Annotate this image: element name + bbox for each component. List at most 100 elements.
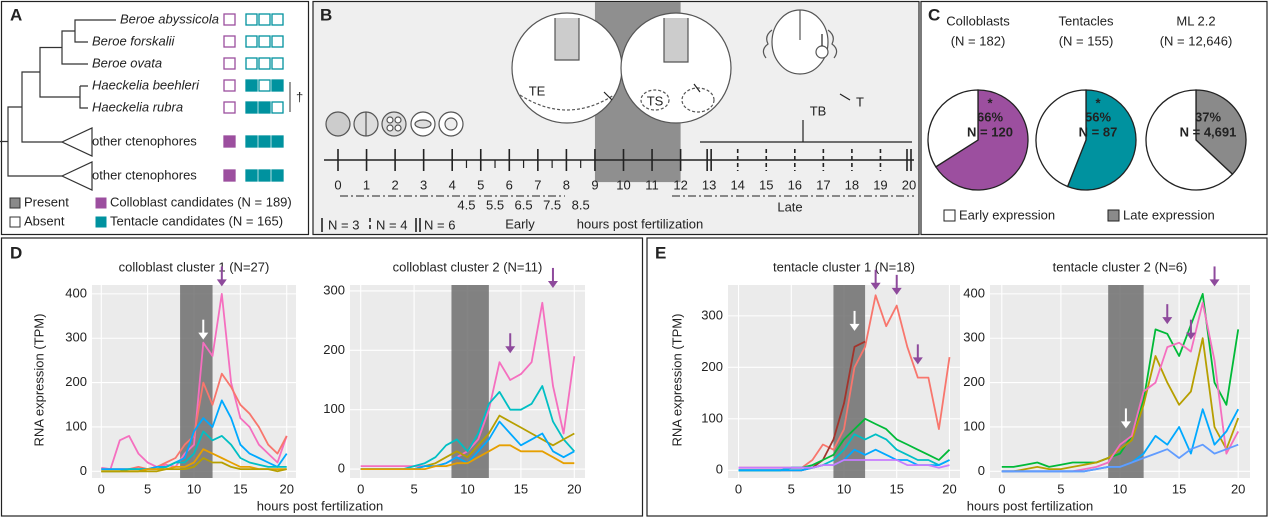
pie-subtitle: (N = 12,646) [1160, 33, 1233, 48]
y-tick-label: 100 [65, 418, 87, 433]
collapsed-clade [60, 127, 93, 157]
tentacle-box [271, 169, 284, 182]
taxon-name: other ctenophores [92, 167, 197, 182]
pie-subtitle: (N = 155) [1059, 33, 1114, 48]
x-tick-label: 5 [788, 481, 795, 496]
y-tick-label: 200 [323, 342, 345, 357]
axis-label: hours post fertilization [577, 216, 703, 231]
y-tick-label: 0 [716, 462, 723, 477]
taxon-name: Beroe ovata [92, 55, 162, 70]
half-tick-label: 7.5 [543, 197, 561, 212]
tick-label: 0 [334, 177, 341, 192]
tentacle-box [271, 57, 284, 70]
arrow [1209, 266, 1220, 287]
tentacle-box [271, 135, 284, 148]
count-label: N = 87 [1079, 124, 1118, 139]
x-tick-label: 10 [837, 481, 851, 496]
x-tick-label: 10 [1113, 481, 1127, 496]
y-tick-label: 300 [65, 330, 87, 345]
y-tick-label: 200 [65, 374, 87, 389]
legend-swatch [95, 216, 107, 228]
legend-swatch [9, 197, 21, 209]
y-tick-label: 300 [963, 330, 985, 345]
tick-label: 6 [506, 177, 513, 192]
legend-label: Late expression [1123, 207, 1215, 222]
tick-label: 15 [759, 177, 773, 192]
chart-title: colloblast cluster 1 (N=27) [119, 259, 270, 274]
panel-label: A [10, 5, 22, 24]
legend-label: Present [24, 194, 69, 209]
tick-label: 1 [363, 177, 370, 192]
arrow-head [198, 332, 209, 340]
significance-marker: * [987, 95, 993, 110]
arrow-head [505, 346, 516, 354]
arrow [870, 269, 881, 290]
chart-title: tentacle cluster 2 (N=6) [1053, 259, 1188, 274]
legend-swatch [1107, 209, 1120, 222]
x-tick-label: 0 [998, 481, 1005, 496]
x-tick-label: 5 [1057, 481, 1064, 496]
series-line [101, 293, 288, 470]
tentacle-box [245, 13, 258, 26]
y-tick-label: 400 [963, 285, 985, 300]
legend-label: N = 6 [424, 217, 455, 232]
arrow [216, 266, 227, 287]
taxon-name: Haeckelia rubra [92, 99, 183, 114]
taxon-name: Haeckelia beehleri [92, 77, 200, 92]
y-tick-label: 300 [701, 307, 723, 322]
tick-label: 11 [645, 177, 659, 192]
arrow-head [547, 280, 558, 288]
value-label: 66% [977, 109, 1003, 124]
tentacle-box [258, 79, 271, 92]
pie-slice [1035, 89, 1087, 188]
tick-label: 16 [788, 177, 802, 192]
shade [1108, 285, 1144, 478]
count-label: N = 120 [967, 124, 1013, 139]
tick-mark [415, 218, 421, 232]
tick-label: 12 [673, 177, 687, 192]
collapsed-clade [60, 161, 93, 191]
arrow [198, 319, 209, 340]
arrow-head [870, 282, 881, 290]
arrow [1185, 319, 1196, 340]
colloblast-box [223, 169, 236, 182]
x-tick-label: 20 [279, 481, 293, 496]
tick-label: 5 [477, 177, 484, 192]
embryo-drawings [325, 9, 912, 143]
tentacle-box [245, 101, 258, 114]
x-tick-label: 15 [233, 481, 247, 496]
x-tick-label: 20 [567, 481, 581, 496]
legend-label: N = 3 [328, 217, 359, 232]
series-line [1001, 293, 1240, 468]
legend-label: Tentacle candidates (N = 165) [110, 213, 283, 228]
legend-label: N = 4 [376, 217, 407, 232]
tick-label: 20 [902, 177, 916, 192]
y-tick-label: 0 [338, 461, 345, 476]
embryo-label: TE [529, 83, 546, 98]
y-tick-label: 100 [701, 410, 723, 425]
colloblast-box [223, 13, 236, 26]
taxon-name: other ctenophores [92, 133, 197, 148]
y-axis-label: RNA expression (TPM) [669, 314, 684, 447]
tentacle-box [245, 135, 258, 148]
significance-marker: * [1095, 95, 1101, 110]
legend-swatch [95, 197, 107, 209]
pie-slice [927, 89, 979, 168]
phase-label: Late [777, 199, 802, 214]
tick-label: 9 [591, 177, 598, 192]
legend-swatch [9, 216, 21, 228]
colloblast-box [223, 135, 236, 148]
chart-title: tentacle cluster 1 (N=18) [773, 259, 915, 274]
embryo-label: TB [810, 103, 827, 118]
series-line [101, 457, 287, 473]
value-label: 56% [1085, 109, 1111, 124]
x-tick-label: 5 [410, 481, 417, 496]
tentacle-box [258, 135, 271, 148]
half-tick-label: 5.5 [486, 197, 504, 212]
phylogeny [0, 19, 116, 177]
pie-slice [1195, 89, 1247, 176]
tick-label: 3 [420, 177, 427, 192]
tick-label: 7 [534, 177, 541, 192]
colloblast-box [223, 79, 236, 92]
